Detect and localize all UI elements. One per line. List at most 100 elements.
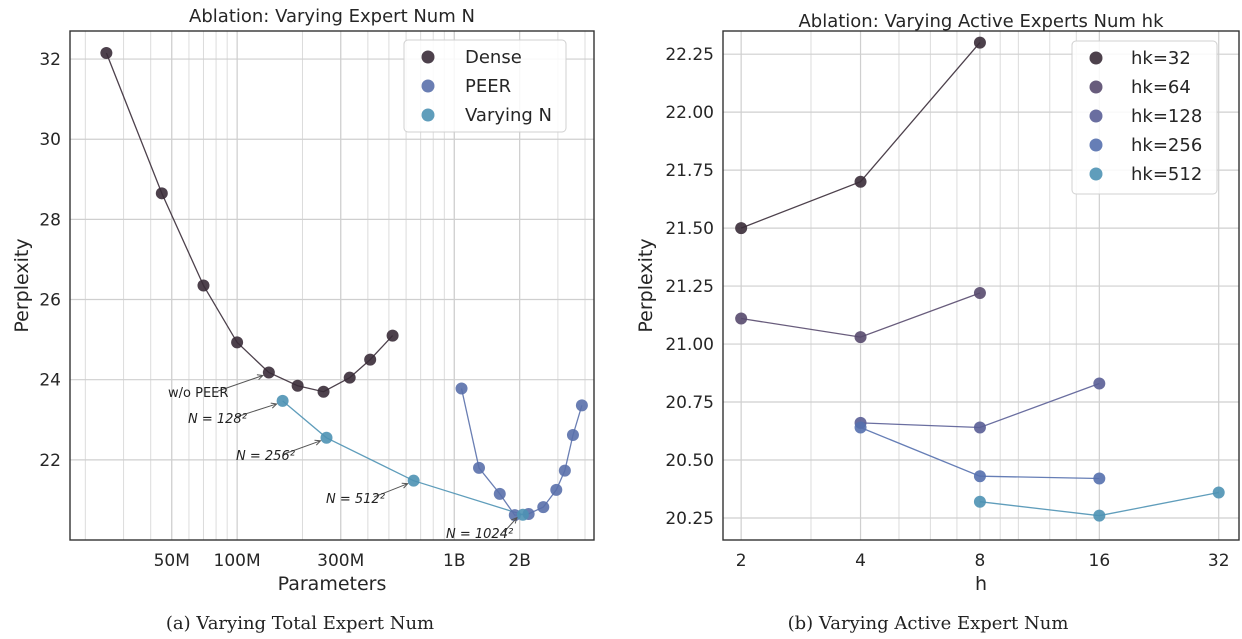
- right-point-series-0: [854, 175, 867, 188]
- right-legend-marker: [1089, 51, 1103, 65]
- left-point-series-1: [566, 428, 579, 441]
- right-point-series-3: [854, 421, 867, 434]
- left-x-tick-label: 2B: [508, 551, 530, 571]
- left-point-series-0: [100, 47, 113, 60]
- right-legend-label: hk=512: [1131, 164, 1202, 185]
- left-x-tick-label: 1B: [443, 551, 465, 571]
- left-y-tick-label: 32: [39, 50, 61, 70]
- right-point-series-1: [854, 331, 867, 344]
- right-legend-label: hk=64: [1131, 77, 1191, 98]
- left-legend-marker: [421, 108, 435, 122]
- caption-left: (a) Varying Total Expert Num: [165, 613, 435, 634]
- left-y-tick-label: 30: [39, 130, 61, 150]
- left-point-series-0: [197, 279, 210, 292]
- right-legend-box: [1071, 40, 1218, 195]
- left-legend-marker: [421, 50, 435, 64]
- right-point-series-4: [1212, 486, 1225, 499]
- left-point-series-0: [231, 336, 244, 349]
- left-series-line-0: [105, 52, 394, 393]
- left-annotation-label: N = 1024²: [446, 527, 513, 542]
- left-legend-label: Dense: [465, 47, 522, 68]
- right-x-tick-label: 8: [975, 551, 986, 571]
- left-y-tick-label: 28: [39, 210, 61, 230]
- left-annotation-label: w/o PEER: [168, 386, 228, 401]
- left-annotation-arrowhead: [511, 516, 518, 524]
- right-x-tick-label: 4: [855, 551, 866, 571]
- left-point-series-0: [364, 353, 377, 366]
- right-legend-marker: [1089, 109, 1103, 123]
- right-point-series-2: [1093, 377, 1106, 390]
- left-point-series-1: [550, 483, 563, 496]
- left-point-series-1: [537, 501, 550, 514]
- left-y-tick-label: 22: [39, 451, 61, 471]
- left-annotation-arrowhead: [270, 402, 278, 409]
- right-point-series-3: [973, 470, 986, 483]
- left-point-series-0: [262, 366, 275, 379]
- left-point-series-0: [343, 371, 356, 384]
- left-point-series-2: [276, 394, 289, 407]
- left-chart-title: Ablation: Varying Expert Num N: [189, 6, 475, 27]
- left-point-series-1: [473, 461, 486, 474]
- left-point-series-0: [291, 379, 304, 392]
- left-annotation-arrow: [503, 517, 518, 533]
- right-chart-title: Ablation: Varying Active Experts Num hk: [798, 11, 1164, 32]
- right-point-series-2: [973, 421, 986, 434]
- right-point-series-1: [735, 312, 748, 325]
- left-x-tick-label: 300M: [317, 551, 364, 571]
- left-y-tick-label: 24: [39, 371, 61, 391]
- right-x-axis-label: h: [975, 573, 987, 595]
- left-y-axis-label: Perplexity: [11, 238, 33, 332]
- left-annotation-label: N = 128²: [188, 412, 247, 427]
- right-y-tick-label: 20.75: [665, 393, 714, 413]
- right-x-tick-label: 2: [736, 551, 747, 571]
- left-point-series-1: [455, 382, 468, 395]
- right-legend-label: hk=128: [1131, 106, 1202, 127]
- left-point-series-0: [155, 187, 168, 200]
- left-point-series-1: [575, 399, 588, 412]
- left-annotation-arrowhead: [401, 482, 409, 489]
- left-point-series-1: [493, 487, 506, 500]
- right-x-tick-label: 32: [1208, 551, 1230, 571]
- right-point-series-3: [1093, 472, 1106, 485]
- left-legend-box: [403, 39, 567, 133]
- right-x-tick-label: 16: [1089, 551, 1111, 571]
- right-y-tick-label: 21.75: [665, 161, 714, 181]
- left-annotation-arrow: [235, 403, 277, 418]
- right-y-tick-label: 22.00: [665, 103, 714, 123]
- left-series-line-1: [460, 388, 583, 516]
- left-annotation-arrow: [283, 440, 321, 455]
- left-legend-marker: [421, 79, 435, 93]
- right-legend-marker: [1089, 167, 1103, 181]
- right-legend-marker: [1089, 80, 1103, 94]
- right-point-series-1: [973, 287, 986, 300]
- right-y-tick-label: 22.25: [665, 45, 714, 65]
- left-plot-frame: [69, 30, 595, 541]
- left-series-line-2: [282, 400, 524, 516]
- left-annotation-arrow: [373, 483, 408, 498]
- right-point-series-0: [735, 222, 748, 235]
- right-y-tick-label: 21.00: [665, 335, 714, 355]
- right-y-axis-label: Perplexity: [635, 238, 657, 332]
- right-point-series-0: [973, 36, 986, 49]
- left-point-series-2: [516, 508, 529, 521]
- left-annotation-arrowhead: [314, 439, 322, 446]
- right-y-tick-label: 20.25: [665, 509, 714, 529]
- left-legend-label: PEER: [465, 76, 511, 97]
- left-annotation-label: N = 256²: [236, 449, 295, 464]
- left-point-series-2: [407, 474, 420, 487]
- left-x-axis-label: Parameters: [278, 573, 387, 595]
- left-point-series-0: [317, 385, 330, 398]
- left-x-tick-label: 50M: [154, 551, 190, 571]
- left-point-series-1: [558, 464, 571, 477]
- right-legend-label: hk=32: [1131, 48, 1191, 69]
- left-legend-label: Varying N: [465, 105, 552, 126]
- left-annotation-arrowhead: [256, 374, 264, 381]
- left-annotation-label: N = 512²: [326, 492, 385, 507]
- right-plot-frame: [722, 30, 1240, 541]
- right-y-tick-label: 21.25: [665, 277, 714, 297]
- right-y-tick-label: 21.50: [665, 219, 714, 239]
- right-point-series-4: [973, 495, 986, 508]
- right-point-series-4: [1093, 509, 1106, 522]
- right-y-tick-label: 20.50: [665, 451, 714, 471]
